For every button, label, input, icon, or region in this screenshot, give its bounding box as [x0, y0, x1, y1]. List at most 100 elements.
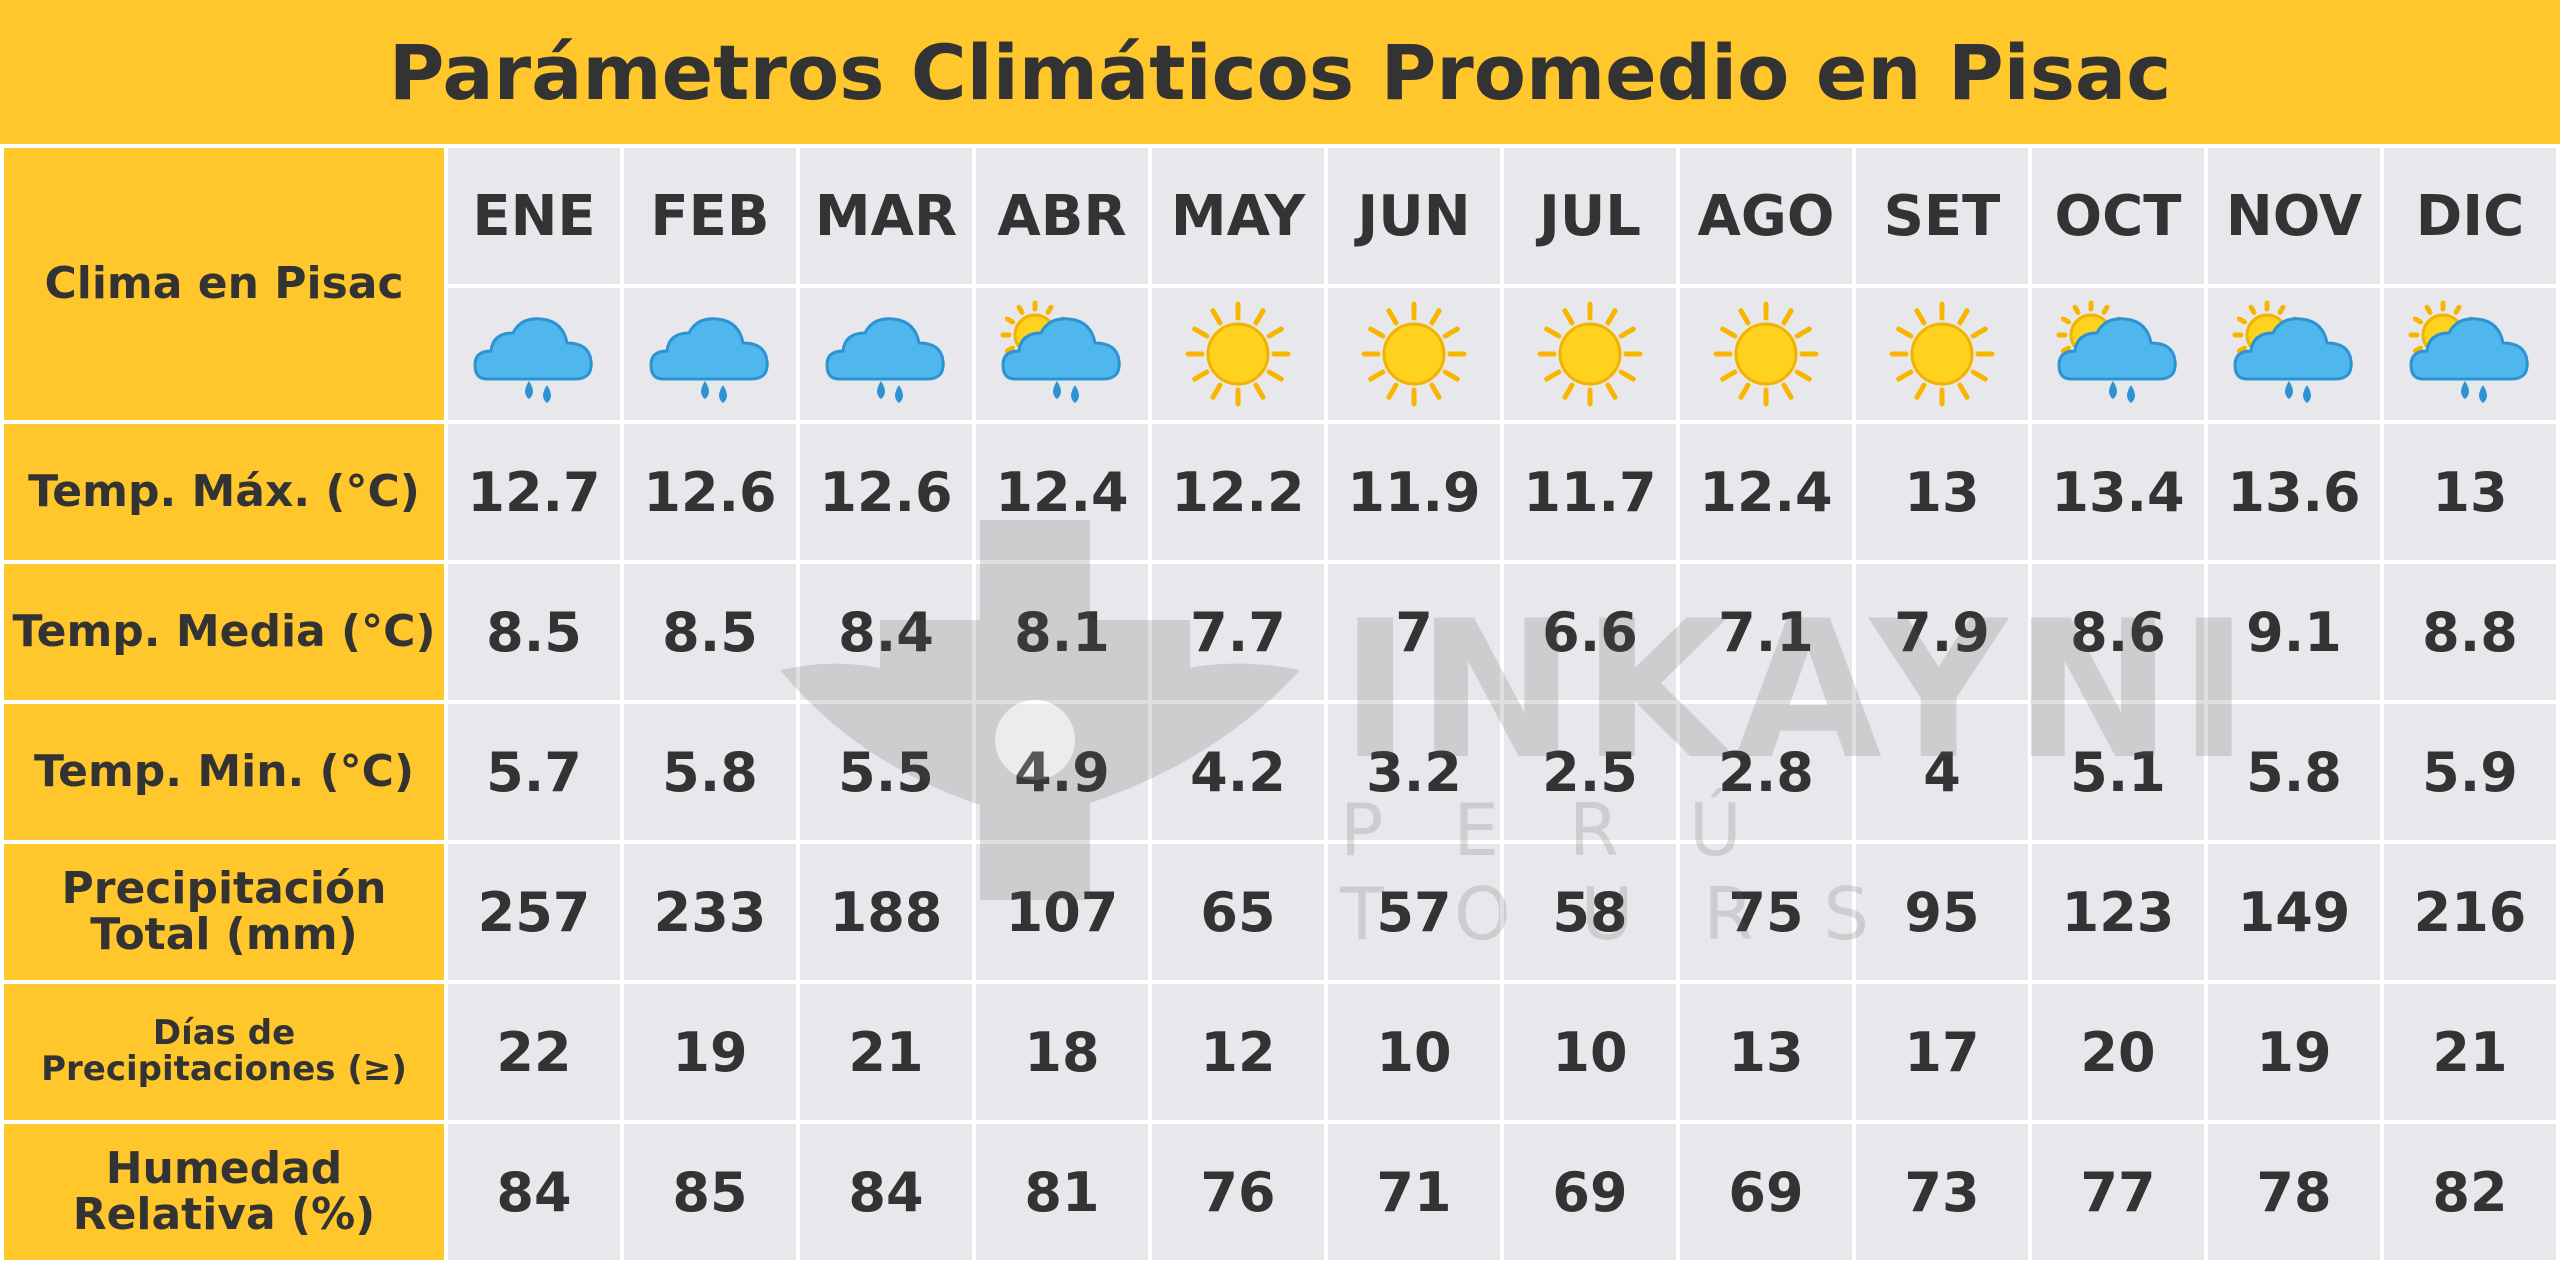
- data-cell: 65: [1152, 844, 1324, 980]
- row-label: Días de Precipitaciones (≥): [4, 984, 444, 1120]
- data-cell: 19: [624, 984, 796, 1120]
- data-cell: 95: [1856, 844, 2028, 980]
- data-cell: 8.1: [976, 564, 1148, 700]
- table-row: Temp. Min. (°C) 5.7 5.8 5.5 4.9 4.2 3.2 2.5 2.8 4…: [4, 704, 2556, 840]
- data-cell: 12.2: [1152, 424, 1324, 560]
- month-header-abr: ABR: [976, 148, 1148, 284]
- sun-rain-cloud-icon: [1000, 300, 1121, 403]
- weather-icon-cell: [2032, 288, 2204, 420]
- table-row: Días de Precipitaciones (≥) 22 19 21 18 12 10 1…: [4, 984, 2556, 1120]
- data-cell: 5.1: [2032, 704, 2204, 840]
- data-cell: 7.1: [1680, 564, 1852, 700]
- row-label: Temp. Media (°C): [4, 564, 444, 700]
- data-cell: 12.6: [800, 424, 972, 560]
- data-cell: 12.7: [448, 424, 620, 560]
- weather-icon-cell: [2208, 288, 2380, 420]
- data-cell: 77: [2032, 1124, 2204, 1260]
- table-row: Temp. Media (°C) 8.5 8.5 8.4 8.1 7.7 7 6.6 7.1 7.…: [4, 564, 2556, 700]
- data-cell: 257: [448, 844, 620, 980]
- sun-rain-cloud-icon: [2408, 300, 2529, 403]
- weather-icon-cell: [1152, 288, 1324, 420]
- data-cell: 73: [1856, 1124, 2028, 1260]
- row-label: Temp. Min. (°C): [4, 704, 444, 840]
- weather-icon-cell: [976, 288, 1148, 420]
- data-cell: 5.5: [800, 704, 972, 840]
- data-cell: 78: [2208, 1124, 2380, 1260]
- data-cell: 8.6: [2032, 564, 2204, 700]
- weather-icon-cell: [448, 288, 620, 420]
- month-header-set: SET: [1856, 148, 2028, 284]
- weather-icon-cell: [2384, 288, 2556, 420]
- month-header-jun: JUN: [1328, 148, 1500, 284]
- data-cell: 149: [2208, 844, 2380, 980]
- data-cell: 12.4: [976, 424, 1148, 560]
- month-header-mar: MAR: [800, 148, 972, 284]
- data-cell: 5.9: [2384, 704, 2556, 840]
- data-cell: 57: [1328, 844, 1500, 980]
- page-title: Parámetros Climáticos Promedio en Pisac: [388, 27, 2172, 117]
- weather-icon-cell: [1328, 288, 1500, 420]
- corner-label: Clima en Pisac: [4, 148, 444, 420]
- sun-icon: [1185, 301, 1291, 407]
- data-cell: 69: [1504, 1124, 1676, 1260]
- rain-cloud-icon: [649, 317, 769, 403]
- data-cell: 21: [800, 984, 972, 1120]
- data-cell: 8.8: [2384, 564, 2556, 700]
- data-cell: 17: [1856, 984, 2028, 1120]
- data-cell: 12.4: [1680, 424, 1852, 560]
- data-cell: 7.7: [1152, 564, 1324, 700]
- data-cell: 4: [1856, 704, 2028, 840]
- data-cell: 18: [976, 984, 1148, 1120]
- data-cell: 82: [2384, 1124, 2556, 1260]
- data-cell: 75: [1680, 844, 1852, 980]
- row-label: Precipitación Total (mm): [4, 844, 444, 980]
- data-cell: 69: [1680, 1124, 1852, 1260]
- weather-icon-cell: [1856, 288, 2028, 420]
- month-header-feb: FEB: [624, 148, 796, 284]
- data-cell: 71: [1328, 1124, 1500, 1260]
- data-cell: 7.9: [1856, 564, 2028, 700]
- sun-icon: [1713, 301, 1819, 407]
- sun-icon: [1361, 301, 1467, 407]
- row-label: Humedad Relativa (%): [4, 1124, 444, 1260]
- data-cell: 5.7: [448, 704, 620, 840]
- table-row: Temp. Máx. (°C) 12.7 12.6 12.6 12.4 12.2 11.9 1…: [4, 424, 2556, 560]
- data-cell: 12: [1152, 984, 1324, 1120]
- data-cell: 85: [624, 1124, 796, 1260]
- data-cell: 4.9: [976, 704, 1148, 840]
- data-cell: 22: [448, 984, 620, 1120]
- data-cell: 8.4: [800, 564, 972, 700]
- sun-rain-cloud-icon: [2056, 300, 2177, 403]
- data-cell: 19: [2208, 984, 2380, 1120]
- data-cell: 12.6: [624, 424, 796, 560]
- data-cell: 11.7: [1504, 424, 1676, 560]
- sun-icon: [1537, 301, 1643, 407]
- data-cell: 13.4: [2032, 424, 2204, 560]
- data-cell: 188: [800, 844, 972, 980]
- data-cell: 123: [2032, 844, 2204, 980]
- data-cell: 107: [976, 844, 1148, 980]
- data-cell: 2.8: [1680, 704, 1852, 840]
- data-cell: 84: [448, 1124, 620, 1260]
- weather-icon-cell: [1680, 288, 1852, 420]
- rain-cloud-icon: [825, 317, 945, 403]
- data-cell: 58: [1504, 844, 1676, 980]
- data-cell: 5.8: [624, 704, 796, 840]
- sun-rain-cloud-icon: [2232, 300, 2353, 403]
- data-cell: 13.6: [2208, 424, 2380, 560]
- data-cell: 9.1: [2208, 564, 2380, 700]
- month-header-nov: NOV: [2208, 148, 2380, 284]
- sun-icon: [1889, 301, 1995, 407]
- data-cell: 84: [800, 1124, 972, 1260]
- data-cell: 20: [2032, 984, 2204, 1120]
- weather-icon-cell: [1504, 288, 1676, 420]
- table-row: Precipitación Total (mm) 257 233 188 107 65 57…: [4, 844, 2556, 980]
- data-cell: 5.8: [2208, 704, 2380, 840]
- climate-table: Clima en Pisac ENE FEB MAR ABR MAY JUN JUL AGO SE…: [0, 144, 2560, 1264]
- table-row: Humedad Relativa (%) 84 85 84 81 76 71 69 69 73 77…: [4, 1124, 2556, 1260]
- data-cell: 13: [1856, 424, 2028, 560]
- data-cell: 21: [2384, 984, 2556, 1120]
- month-header-dic: DIC: [2384, 148, 2556, 284]
- data-cell: 8.5: [448, 564, 620, 700]
